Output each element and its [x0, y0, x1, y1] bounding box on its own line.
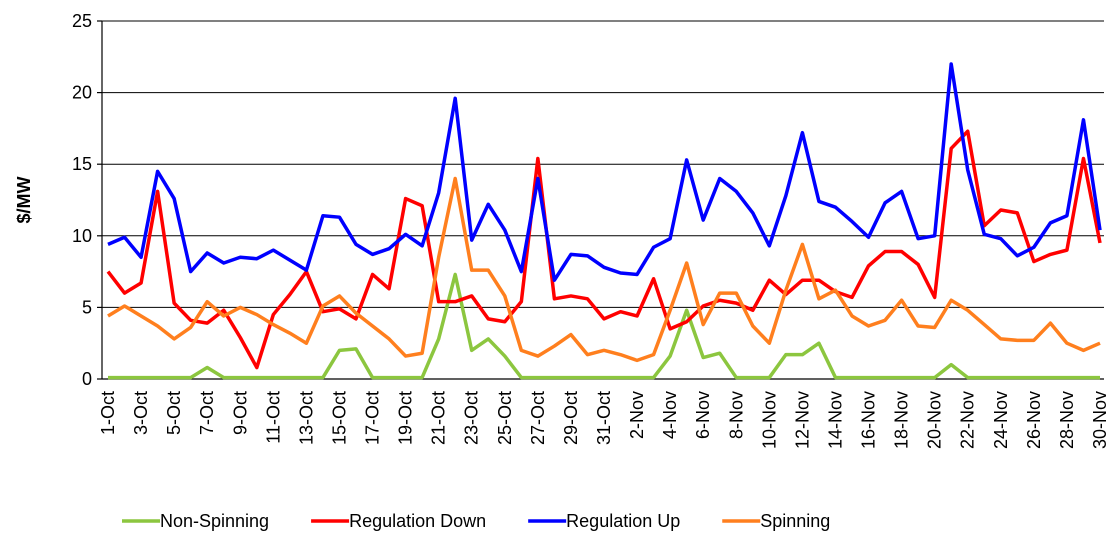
- series-line: [108, 272, 1100, 380]
- y-tick-label: 20: [72, 83, 92, 103]
- series-line: [106, 129, 1102, 370]
- x-tick-label: 2-Nov: [627, 391, 647, 439]
- x-tick-label: 23-Oct: [462, 391, 482, 445]
- x-tick-label: 25-Oct: [495, 391, 515, 445]
- x-tick-label: 12-Nov: [792, 391, 812, 449]
- x-tick-label: 4-Nov: [660, 391, 680, 439]
- y-tick-label: 10: [72, 226, 92, 246]
- x-tick-label: 30-Nov: [1090, 391, 1110, 449]
- x-tick-label: 15-Oct: [329, 391, 349, 445]
- x-tick-label: 14-Nov: [825, 391, 845, 449]
- x-tick-label: 20-Nov: [925, 391, 945, 449]
- x-tick-label: 11-Oct: [263, 391, 283, 444]
- x-tick-label: 10-Nov: [759, 391, 779, 449]
- x-tick-label: 3-Oct: [131, 391, 151, 435]
- x-tick-label: 21-Oct: [429, 391, 449, 445]
- x-tick-label: 29-Oct: [561, 391, 581, 445]
- y-tick-label: 15: [72, 154, 92, 174]
- legend-label: Spinning: [760, 511, 830, 531]
- x-tick-label: 13-Oct: [296, 391, 316, 445]
- x-tick-label: 1-Oct: [98, 391, 118, 435]
- x-tick-label: 7-Oct: [197, 391, 217, 435]
- series-line: [107, 176, 1101, 363]
- x-tick-label: 28-Nov: [1057, 391, 1077, 449]
- x-tick-label: 26-Nov: [1024, 391, 1044, 449]
- x-tick-label: 16-Nov: [859, 391, 879, 449]
- x-tick-label: 31-Oct: [594, 391, 614, 445]
- x-tick-label: 6-Nov: [693, 391, 713, 439]
- legend-label: Regulation Down: [349, 511, 486, 531]
- x-tick-label: 8-Nov: [726, 391, 746, 439]
- x-tick-label: 9-Oct: [230, 391, 250, 435]
- x-tick-label: 17-Oct: [363, 391, 383, 445]
- y-tick-label: 25: [72, 11, 92, 31]
- series-line: [107, 62, 1102, 282]
- y-axis-label: $/MW: [14, 176, 34, 223]
- legend-label: Regulation Up: [566, 511, 680, 531]
- legend-label: Non-Spinning: [160, 511, 269, 531]
- x-tick-label: 24-Nov: [991, 391, 1011, 449]
- x-tick-label: 18-Nov: [892, 391, 912, 449]
- x-tick-label: 5-Oct: [164, 391, 184, 435]
- x-tick-label: 27-Oct: [528, 391, 548, 445]
- y-tick-label: 0: [82, 369, 92, 389]
- x-tick-label: 19-Oct: [396, 391, 416, 445]
- y-tick-label: 5: [82, 297, 92, 317]
- x-tick-label: 22-Nov: [958, 391, 978, 449]
